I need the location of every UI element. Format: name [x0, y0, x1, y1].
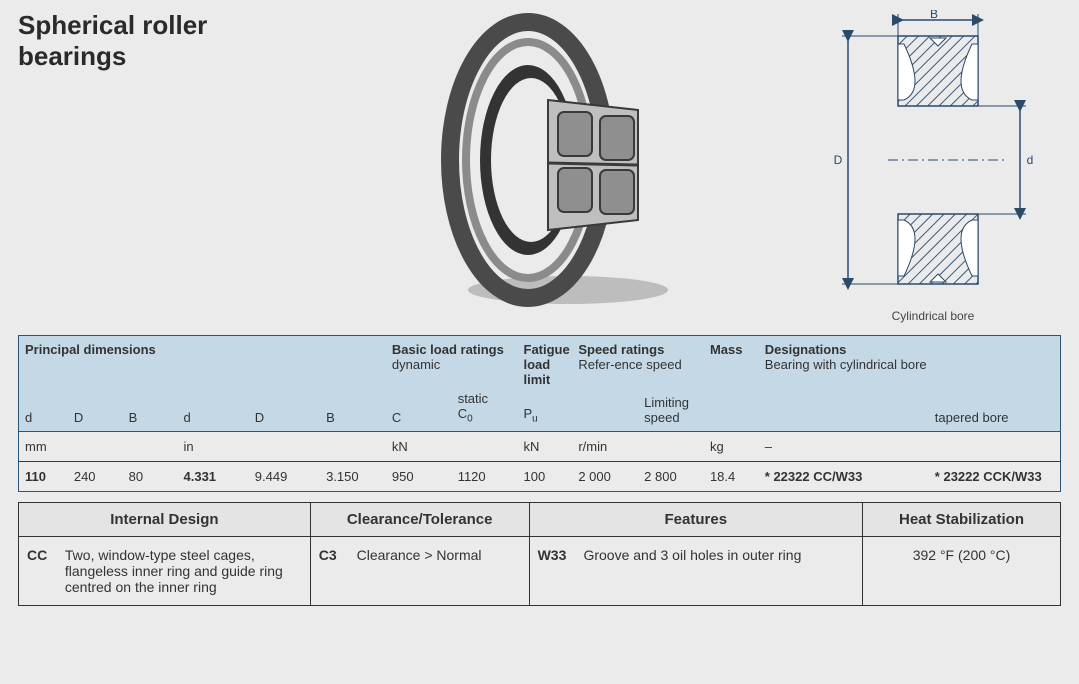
val-C0: 1120 — [452, 461, 518, 491]
cell-internal: CC Two, window-type steel cages, flangel… — [19, 536, 311, 605]
hdr-des-sub2: tapered bore — [929, 389, 1061, 431]
cell-heat: 392 °F (200 °C) — [863, 536, 1061, 605]
dh-heat: Heat Stabilization — [863, 502, 1061, 536]
val-Pu: 100 — [518, 461, 573, 491]
unit-kN1: kN — [386, 431, 518, 461]
page-title: Spherical roller bearings — [18, 10, 318, 72]
unit-kg: kg — [704, 431, 759, 461]
val-d-in: 4.331 — [178, 461, 249, 491]
hero-row: Spherical roller bearings — [18, 10, 1061, 323]
unit-in: in — [178, 431, 386, 461]
code-cc: CC — [27, 547, 61, 563]
hdr-basic-load: Basic load ratings — [392, 342, 504, 357]
dim-D-label: D — [834, 153, 843, 167]
unit-rmin: r/min — [572, 431, 704, 461]
val-D-in: 9.449 — [249, 461, 320, 491]
bearing-3d-icon — [428, 10, 688, 310]
code-c3: C3 — [319, 547, 353, 563]
val-C: 950 — [386, 461, 452, 491]
dimension-diagram: B D d — [798, 10, 1068, 323]
val-d-mm: 110 — [19, 461, 68, 491]
hdr-principal: Principal dimensions — [25, 342, 156, 357]
val-lim: 2 800 — [638, 461, 704, 491]
title-block: Spherical roller bearings — [18, 10, 318, 76]
text-c3: Clearance > Normal — [357, 547, 519, 563]
sym-d: d — [19, 389, 68, 431]
val-D-mm: 240 — [68, 461, 123, 491]
detail-table: Internal Design Clearance/Tolerance Feat… — [18, 502, 1061, 606]
sym-Pu: Pu — [518, 389, 573, 431]
val-B-in: 3.150 — [320, 461, 386, 491]
val-des-tap: * 23222 CCK/W33 — [929, 461, 1061, 491]
val-B-mm: 80 — [123, 461, 178, 491]
dh-clearance: Clearance/Tolerance — [310, 502, 529, 536]
dim-B-label: B — [930, 10, 938, 21]
cross-section-icon: B D d — [808, 10, 1058, 300]
sym-C: C — [386, 389, 452, 431]
hdr-mass: Mass — [710, 342, 743, 357]
cell-clearance: C3 Clearance > Normal — [310, 536, 529, 605]
sym-D: D — [68, 389, 123, 431]
sym-D2: D — [249, 389, 320, 431]
sym-d2: d — [178, 389, 249, 431]
hdr-fatigue: Fatigue load limit — [524, 342, 570, 387]
hdr-des-sub1: Bearing with cylindrical bore — [765, 357, 927, 372]
text-w33: Groove and 3 oil holes in outer ring — [583, 547, 851, 563]
hdr-dynamic: dynamic — [392, 357, 440, 372]
dim-d-label: d — [1027, 153, 1034, 167]
sym-B: B — [123, 389, 178, 431]
sym-C0: C0 — [458, 406, 473, 421]
unit-dash: – — [759, 431, 1061, 461]
val-ref: 2 000 — [572, 461, 638, 491]
page-root: Spherical roller bearings — [0, 0, 1079, 616]
spec-table: Principal dimensions Basic load ratings … — [18, 335, 1061, 492]
hdr-designations: Designations — [765, 342, 847, 357]
dh-features: Features — [529, 502, 862, 536]
val-des-cyl: * 22322 CC/W33 — [759, 461, 929, 491]
val-mass: 18.4 — [704, 461, 759, 491]
hdr-static: static — [458, 391, 488, 406]
sym-B2: B — [320, 389, 386, 431]
dh-internal: Internal Design — [19, 502, 311, 536]
bearing-render — [348, 10, 768, 313]
hdr-lim: Limiting speed — [638, 389, 704, 431]
hdr-ref: Refer-ence speed — [578, 357, 681, 372]
unit-kN2: kN — [518, 431, 573, 461]
diagram-caption: Cylindrical bore — [798, 309, 1068, 323]
cell-features: W33 Groove and 3 oil holes in outer ring — [529, 536, 862, 605]
code-w33: W33 — [538, 547, 580, 563]
text-cc: Two, window-type steel cages, flangeless… — [65, 547, 300, 595]
hdr-speed: Speed ratings — [578, 342, 664, 357]
unit-mm: mm — [19, 431, 178, 461]
